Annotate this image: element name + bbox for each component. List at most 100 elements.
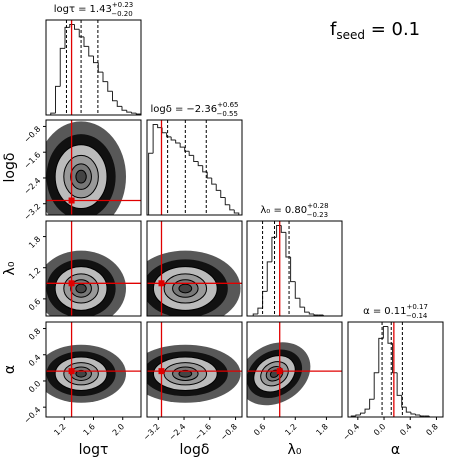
- hist-step: [229, 204, 235, 211]
- hist-step: [387, 326, 393, 344]
- x-tick-label: 0.4: [398, 422, 413, 437]
- hist-step: [410, 412, 416, 415]
- title-name: logτ =: [54, 4, 87, 15]
- x-tick-label: 1.2: [52, 422, 67, 437]
- hist-step: [206, 171, 212, 179]
- hist-step: [294, 281, 300, 299]
- hist-step: [262, 290, 268, 309]
- hist-step: [373, 372, 379, 400]
- y-tick-label: −0.4: [22, 405, 42, 425]
- hist-step: [55, 85, 61, 114]
- panel-frame: [347, 321, 444, 418]
- hist-step: [304, 307, 310, 313]
- x-tick-label: −0.8: [219, 422, 239, 442]
- hist-step: [364, 408, 370, 414]
- panel-frame: [45, 19, 142, 116]
- y-tick-label: −0.8: [22, 124, 42, 144]
- x-tick-label: 1.6: [82, 422, 97, 437]
- y-tick-label: −2.4: [22, 176, 42, 196]
- title-name: α =: [363, 306, 381, 317]
- hist-step: [126, 110, 132, 113]
- panel: λ₀ = 0.80+0.28 −0.23: [246, 202, 343, 317]
- title-median: 0.11: [384, 306, 406, 317]
- contour: [178, 369, 193, 378]
- truth-marker: [68, 197, 75, 204]
- hist-step: [322, 315, 328, 316]
- panel-content: [46, 322, 141, 417]
- contour: [75, 169, 87, 184]
- hist-step: [392, 343, 398, 374]
- hist-step: [184, 147, 190, 152]
- hist-step: [419, 415, 425, 417]
- y-tick-label: 0.8: [27, 327, 42, 342]
- hist-step: [193, 155, 199, 163]
- hist-step: [78, 29, 84, 38]
- x-tick-label: −1.6: [193, 422, 213, 442]
- title-plus: +0.65: [217, 101, 238, 109]
- hist-step: [266, 261, 272, 292]
- panel-content: [46, 20, 141, 115]
- hist-step: [285, 232, 291, 258]
- hist-step: [157, 124, 163, 129]
- hist-step: [359, 412, 366, 416]
- annotation-sub: seed: [336, 28, 365, 42]
- panel-title: α = 0.11+0.17 −0.14: [363, 303, 428, 320]
- hist-step: [313, 314, 319, 316]
- title-plus: +0.23: [112, 1, 133, 9]
- hist-step: [74, 24, 80, 30]
- title-minus: −0.55: [217, 110, 238, 118]
- x-axis-label: λ₀: [288, 442, 302, 458]
- hist-step: [290, 256, 296, 283]
- truth-marker: [158, 280, 165, 287]
- hist-step: [166, 132, 172, 138]
- hist-step: [102, 72, 108, 83]
- y-tick-label: 1.2: [27, 266, 42, 281]
- x-tick-label: 0.6: [252, 422, 267, 437]
- hist-step: [188, 151, 194, 156]
- hist-step: [211, 177, 217, 185]
- hist-step: [83, 36, 89, 47]
- title-minus: −0.23: [307, 211, 328, 219]
- panel-frame: [146, 220, 243, 317]
- panel: 0.6 1.2 1.8 λ₀: [2, 220, 142, 317]
- hist-step: [280, 225, 286, 233]
- x-tick-label: −3.2: [142, 422, 162, 442]
- panel-content: [46, 120, 141, 215]
- hist-step: [257, 307, 263, 315]
- panel-content: [247, 322, 342, 417]
- hist-step: [179, 143, 185, 148]
- hist-step: [220, 190, 226, 199]
- y-axis-label: λ₀: [2, 261, 18, 275]
- hist-step: [378, 337, 384, 373]
- hist-step: [396, 372, 402, 396]
- title-median: 0.80: [285, 205, 307, 216]
- truth-marker: [158, 368, 165, 375]
- panel: 0.6 1.2 1.8 λ₀: [246, 321, 343, 458]
- hist-step: [197, 161, 203, 167]
- title-minus: −0.20: [111, 10, 132, 18]
- title-plus: +0.28: [307, 202, 328, 210]
- title-minus: −0.14: [406, 312, 428, 320]
- x-tick-label: −0.4: [341, 422, 361, 442]
- hist-step: [152, 124, 158, 154]
- panel-frame: [246, 220, 343, 317]
- panel-content: [147, 221, 242, 316]
- hist-step: [299, 298, 305, 308]
- hist-step: [308, 312, 314, 315]
- hist-step: [112, 91, 118, 102]
- panel-frame: [146, 321, 243, 418]
- hist-step: [414, 414, 421, 416]
- annotation-main: f: [330, 19, 337, 40]
- panel-frame: [45, 119, 142, 216]
- hist-step: [428, 416, 434, 417]
- hist-step: [382, 326, 388, 339]
- hist-step: [64, 26, 70, 49]
- panel-content: [147, 322, 242, 417]
- y-tick-label: 0.4: [27, 353, 42, 368]
- y-axis-label: logδ: [2, 153, 18, 183]
- panel-title: λ₀ = 0.80+0.28 −0.23: [260, 202, 328, 219]
- title-name: logδ =: [150, 104, 183, 115]
